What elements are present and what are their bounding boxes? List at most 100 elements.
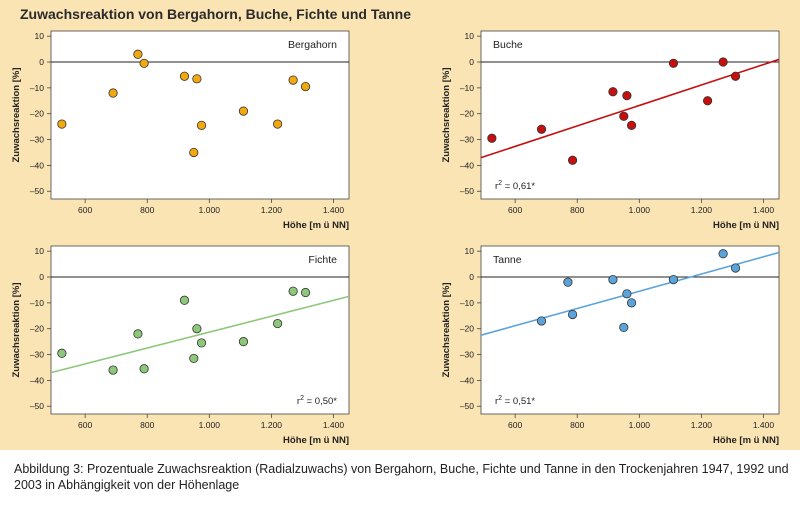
y-axis-label: Zuwachsreaktion [%]	[441, 282, 452, 377]
y-tick-label: –50	[30, 401, 44, 411]
x-tick-label: 800	[140, 205, 154, 215]
y-axis-label: Zuwachsreaktion [%]	[441, 67, 452, 162]
x-tick-label: 1.200	[261, 420, 283, 430]
data-point	[189, 353, 199, 364]
x-tick-label: 1.400	[753, 205, 775, 215]
data-point	[567, 155, 578, 165]
data-point	[57, 348, 67, 358]
figure-title: Zuwachsreaktion von Bergahorn, Buche, Fi…	[20, 6, 412, 22]
r-squared-label: r2 = 0,50*	[297, 395, 337, 407]
y-axis-label: Zuwachsreaktion [%]	[11, 282, 22, 377]
y-tick-label: –20	[30, 324, 44, 334]
data-point	[626, 120, 637, 130]
charts-canvas: 10 0 –10 –20 –30 –40 –50 600 800 1.000 1.200 1.400 H…	[11, 30, 780, 446]
data-point	[567, 309, 578, 320]
x-tick-label: 800	[140, 420, 154, 430]
y-tick-label: –10	[460, 298, 474, 308]
data-point	[273, 318, 283, 329]
data-point	[238, 106, 249, 116]
y-axis-label: Zuwachsreaktion [%]	[11, 67, 22, 162]
x-tick-label: 1.000	[629, 420, 651, 430]
data-point	[668, 274, 679, 285]
data-point	[622, 289, 632, 299]
x-tick-label: 600	[508, 420, 522, 430]
data-point	[619, 111, 629, 121]
chart-fichte: 10 0 –10 –20 –30 –40 –50 600 800 1.000 1.200 1.400 H…	[11, 245, 350, 446]
data-point	[668, 58, 679, 68]
trend-line	[480, 58, 780, 159]
data-point	[622, 91, 632, 101]
y-tick-label: –20	[460, 324, 474, 334]
data-point	[57, 119, 67, 129]
data-point	[300, 287, 311, 298]
x-tick-label: 600	[78, 420, 92, 430]
data-point	[133, 329, 143, 339]
data-point	[196, 120, 207, 130]
data-point	[608, 274, 618, 285]
y-tick-label: –50	[460, 401, 474, 411]
data-point	[730, 263, 741, 273]
x-axis-label: Höhe [m ü NN]	[283, 220, 349, 231]
x-tick-label: 1.000	[199, 205, 221, 215]
data-point	[192, 324, 202, 334]
panel-title: Bergahorn	[288, 39, 337, 51]
y-tick-label: –10	[30, 83, 44, 93]
x-tick-label: 1.000	[629, 205, 651, 215]
data-point	[133, 49, 143, 59]
data-point	[718, 57, 728, 67]
data-point	[536, 316, 547, 326]
data-point	[108, 88, 118, 98]
r-squared-label: r2 = 0,51*	[495, 395, 535, 407]
r-squared-label: r2 = 0,61*	[495, 180, 535, 192]
data-point	[179, 295, 190, 305]
x-tick-label: 1.400	[323, 205, 345, 215]
y-tick-label: 0	[39, 57, 44, 67]
y-tick-label: –40	[30, 375, 44, 385]
x-tick-label: 600	[508, 205, 522, 215]
x-tick-label: 1.400	[753, 420, 775, 430]
panel-title: Fichte	[308, 254, 337, 266]
chart-buche: 10 0 –10 –20 –30 –40 –50 600 800 1.000 1.200 1.400 H…	[441, 30, 780, 231]
y-tick-label: –30	[460, 135, 474, 145]
data-point	[192, 74, 202, 84]
y-tick-label: –30	[30, 135, 44, 145]
y-tick-label: 0	[469, 272, 474, 282]
data-point	[288, 286, 298, 296]
y-tick-label: 0	[469, 57, 474, 67]
y-tick-label: –30	[460, 350, 474, 360]
data-point	[288, 75, 298, 85]
x-axis-label: Höhe [m ü NN]	[283, 435, 349, 446]
y-tick-label: 0	[39, 272, 44, 282]
y-tick-label: 10	[35, 246, 45, 256]
data-point	[487, 133, 497, 143]
x-axis-label: Höhe [m ü NN]	[713, 220, 779, 231]
y-tick-label: 10	[465, 246, 475, 256]
data-point	[703, 96, 713, 106]
x-tick-label: 1.200	[691, 205, 713, 215]
plot-area	[480, 30, 780, 200]
y-tick-label: –10	[460, 83, 474, 93]
y-tick-label: 10	[35, 31, 45, 41]
x-tick-label: 600	[78, 205, 92, 215]
y-tick-label: –40	[460, 375, 474, 385]
x-tick-label: 1.200	[691, 420, 713, 430]
y-tick-label: –50	[460, 186, 474, 196]
figure-caption: Abbildung 3: Prozentuale Zuwachsreaktion…	[14, 462, 789, 492]
x-tick-label: 1.200	[261, 205, 283, 215]
data-point	[273, 119, 283, 129]
chart-tanne: 10 0 –10 –20 –30 –40 –50 600 800 1.000 1.200 1.400 H…	[441, 245, 780, 446]
data-point	[189, 147, 199, 158]
figure-panel: Zuwachsreaktion von Bergahorn, Buche, Fi…	[0, 0, 800, 450]
data-point	[730, 71, 741, 81]
data-point	[608, 87, 618, 97]
x-tick-label: 1.000	[199, 420, 221, 430]
x-axis-label: Höhe [m ü NN]	[713, 435, 779, 446]
data-point	[139, 364, 149, 374]
data-point	[300, 81, 311, 92]
y-tick-label: –40	[30, 160, 44, 170]
data-point	[139, 58, 149, 68]
data-point	[563, 277, 573, 287]
data-point	[179, 71, 190, 81]
chart-bergahorn: 10 0 –10 –20 –30 –40 –50 600 800 1.000 1.200 1.400 H…	[11, 30, 350, 231]
y-tick-label: –20	[460, 109, 474, 119]
